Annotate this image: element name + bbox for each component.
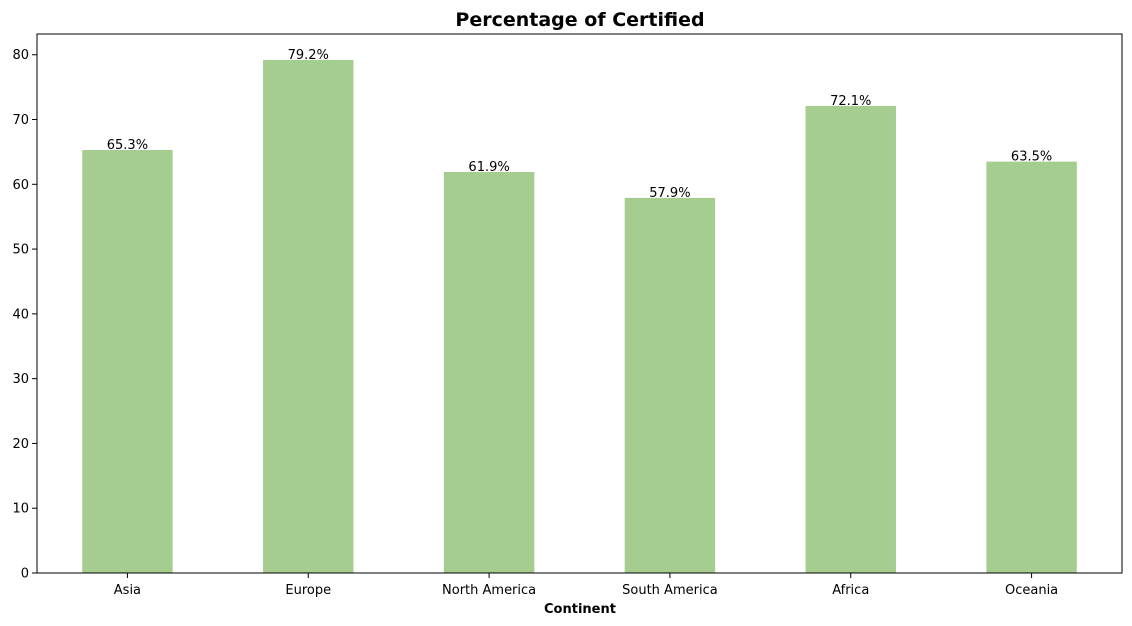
x-tick-label-south-america: South America [622, 583, 718, 598]
x-tick-label-oceania: Oceania [1005, 583, 1058, 598]
chart-title: Percentage of Certified [455, 9, 704, 31]
data-label-south-america: 57.9% [649, 186, 690, 201]
x-tick-label-north-america: North America [442, 583, 536, 598]
plot-frame [36, 33, 1123, 574]
x-tick-label-europe: Europe [285, 583, 331, 598]
bar-africa [805, 105, 896, 574]
y-tick-label-30: 30 [12, 372, 29, 387]
bar-north-america [443, 171, 535, 573]
data-label-africa: 72.1% [830, 94, 871, 109]
data-label-north-america: 61.9% [468, 160, 509, 175]
data-label-europe: 79.2% [288, 48, 329, 63]
y-tick-label-40: 40 [12, 307, 29, 322]
data-label-asia: 65.3% [107, 138, 148, 153]
x-axis: Asia Europe North America South America Afri… [114, 573, 1058, 598]
y-tick-label-20: 20 [12, 437, 29, 452]
bar-europe [263, 59, 354, 574]
y-axis: 0 10 20 30 40 50 60 70 80 [12, 48, 37, 582]
y-tick-label-80: 80 [12, 48, 29, 63]
y-tick-label-10: 10 [12, 502, 29, 517]
data-labels-group: 65.3% 79.2% 61.9% 57.9% 72.1% 63.5% [107, 48, 1052, 201]
bar-oceania [986, 161, 1077, 574]
y-tick-label-50: 50 [12, 243, 29, 258]
bar-asia [82, 149, 173, 573]
data-label-oceania: 63.5% [1011, 150, 1052, 165]
y-tick-label-0: 0 [21, 567, 29, 582]
x-tick-label-africa: Africa [832, 583, 869, 598]
bar-south-america [624, 197, 716, 573]
bars-group [82, 59, 1077, 574]
x-tick-label-asia: Asia [114, 583, 141, 598]
y-tick-label-60: 60 [12, 178, 29, 193]
x-axis-label: Continent [544, 602, 616, 617]
y-tick-label-70: 70 [12, 113, 29, 128]
